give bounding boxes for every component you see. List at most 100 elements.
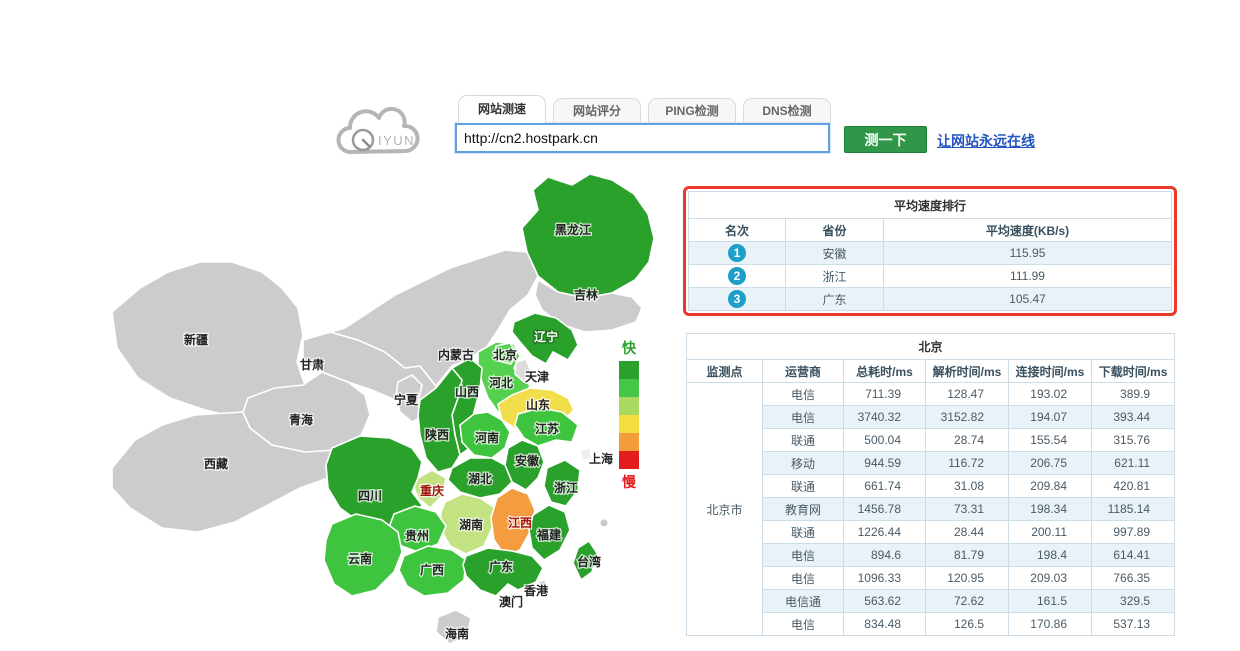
always-online-link[interactable]: 让网站永远在线 [937,133,1035,149]
province-label-jiangxi: 江西 [508,515,532,530]
total-value-cell: 1226.44 [843,520,926,544]
operator-cell: 联通 [762,520,844,544]
province-beijing[interactable] [493,342,518,365]
test-button[interactable]: 测一下 [844,126,927,153]
legend-color-block [619,433,639,451]
province-label-shandong: 山东 [526,397,550,412]
operator-cell: 联通 [762,428,844,452]
legend-fast-label: 快 [622,340,636,356]
download-value-cell: 393.44 [1090,405,1176,429]
parse-value-cell: 28.44 [925,520,1009,544]
province-label-yunnan: 云南 [348,551,372,566]
tab-网站评分[interactable]: 网站评分 [553,98,641,123]
ranking-table-body: 1 安徽 115.95 2 浙江 111.99 3 广东 105.47 [688,241,1172,311]
gauge-icon [351,128,375,152]
url-box [455,123,830,153]
parse-value-cell: 81.79 [925,543,1009,567]
province-shaanxi[interactable] [417,367,463,473]
province-taiwan[interactable] [572,540,598,581]
province-xinjiang[interactable] [111,261,306,419]
beijing-table-body: 北京市 电信 711.39 128.47 193.02 389.9 电信 3740.32 315… [686,382,1176,636]
operator-cell: 移动 [762,451,844,475]
province-label-gansu: 甘肃 [300,357,324,372]
connect-value-cell: 198.4 [1008,543,1092,567]
province-label-shanxi: 山西 [455,384,479,399]
province-liaoning[interactable] [511,312,579,365]
download-value-cell: 420.81 [1090,474,1176,498]
legend-color-block [619,361,639,379]
province-chongqing[interactable] [413,469,447,509]
province-label-shanghai: 上海 [589,451,613,466]
operator-cell: 联通 [762,474,844,498]
connect-value-cell: 209.03 [1008,566,1092,590]
legend-color-block [619,379,639,397]
province-shanghai[interactable] [579,447,593,462]
province-zhejiang[interactable] [543,459,581,507]
download-value-cell: 537.13 [1090,612,1176,636]
province-label-fujian: 福建 [536,527,562,542]
province-henan[interactable] [459,411,511,459]
total-value-cell: 661.74 [843,474,926,498]
province-label-jilin: 吉林 [574,287,598,302]
tab-DNS检测[interactable]: DNS检测 [743,98,831,123]
province-hubei[interactable] [447,457,513,499]
connect-value-cell: 170.86 [1008,612,1092,636]
parse-value-cell: 116.72 [925,451,1009,475]
parse-value-cell: 73.31 [925,497,1009,521]
iyun-logo: IYUN [336,106,420,154]
beijing-row: 移动 944.59 116.72 206.75 621.11 [686,451,1176,475]
rank-province: 安徽 [785,241,884,265]
beijing-row: 电信 1096.33 120.95 209.03 766.35 [687,566,1176,590]
download-value-cell: 329.5 [1090,589,1176,613]
province-hongkong[interactable] [537,579,548,589]
cloud-icon [336,106,420,154]
download-value-cell: 621.11 [1090,451,1176,475]
url-input[interactable] [457,125,828,151]
province-qinghai[interactable] [242,371,371,453]
tab-bar: 网站测速 网站评分 PING检测 DNS检测 [458,95,831,123]
total-value-cell: 1456.78 [843,497,926,521]
beijing-row: 北京市 电信 711.39 128.47 193.02 389.9 [686,382,1176,636]
total-value-cell: 1096.33 [843,566,926,590]
download-value-cell: 614.41 [1090,543,1176,567]
province-guangxi[interactable] [398,545,467,597]
province-jiangxi[interactable] [490,487,536,557]
map-legend-blocks [612,361,646,469]
legend-color-block [619,451,639,469]
operator-cell: 电信 [762,382,844,406]
parse-value-cell: 28.74 [925,428,1009,452]
province-yunnan[interactable] [323,513,403,597]
connect-value-cell: 161.5 [1008,589,1092,613]
province-label-neimenggu: 内蒙古 [438,347,474,362]
province-guangdong[interactable] [462,547,544,597]
map-legend: 快 慢 [612,338,646,492]
beijing-row: 联通 661.74 31.08 209.84 420.81 [687,474,1176,498]
tab-PING检测[interactable]: PING检测 [648,98,736,123]
province-jilin[interactable] [534,279,643,333]
beijing-table-title: 北京 [685,333,1176,360]
ranking-col-speed: 平均速度(KB/s) [883,218,1172,242]
province-hainan[interactable] [435,609,472,645]
rank-province: 广东 [785,287,884,311]
province-label-hongkong: 香港 [523,583,549,598]
connect-value-cell: 194.07 [1008,405,1092,429]
beijing-row: 电信 3740.32 3152.82 194.07 393.44 [686,405,1176,429]
province-fujian[interactable] [528,504,571,561]
province-tianjin[interactable] [514,358,532,383]
bj-col-connect: 连接时间/ms [1008,359,1092,383]
province-label-hubei: 湖北 [468,471,492,486]
province-jiangsu[interactable] [514,407,579,447]
parse-value-cell: 72.62 [925,589,1009,613]
rank-speed: 105.47 [883,287,1172,311]
province-label-guangdong: 广东 [489,559,513,574]
total-value-cell: 3740.32 [843,405,926,429]
beijing-row: 电信 834.48 126.5 170.86 537.13 [687,612,1176,636]
tab-网站测速[interactable]: 网站测速 [458,95,546,123]
operator-cell: 电信通 [762,589,844,613]
ranking-table-wrap: 平均速度排行 名次 省份 平均速度(KB/s) 1 安徽 115.95 2 浙江 111.… [683,186,1177,316]
province-label-hainan: 海南 [445,626,469,641]
province-sichuan[interactable] [325,435,423,531]
connect-value-cell: 155.54 [1008,428,1092,452]
